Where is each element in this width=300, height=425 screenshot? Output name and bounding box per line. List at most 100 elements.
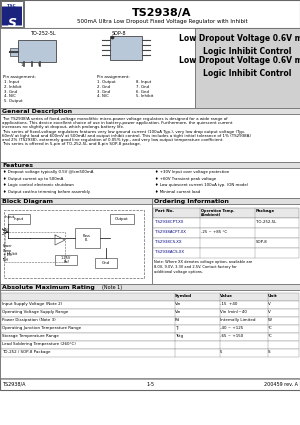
Text: Input: Input [5,215,15,219]
Text: applications. This device excellent choice of use in battery-power application. : applications. This device excellent choi… [2,121,232,125]
Bar [152,198,300,204]
Text: TO-252-5L: TO-252-5L [30,31,56,36]
Text: 7. Gnd: 7. Gnd [136,85,149,89]
Text: 60mV at light load and 600mV at 500mA) and output inhibit control. This includes: 60mV at light load and 600mV at 500mA) a… [2,134,251,138]
Text: 4. N/C: 4. N/C [97,94,109,99]
Bar [0,162,300,168]
Text: This series of fixed-voltage regulators features very low ground current (100uA : This series of fixed-voltage regulators … [2,130,245,133]
Text: ♦ Output cost/no trimming before assembly: ♦ Output cost/no trimming before assembl… [3,190,90,193]
Text: increases no slightly at dropout, which prolongs battery life.: increases no slightly at dropout, which … [2,125,124,129]
Bar [1,333,299,341]
Text: Input Supply Voltage (Note 2): Input Supply Voltage (Note 2) [2,302,62,306]
Text: 1. Input: 1. Input [4,80,19,84]
Text: TO-252 / SOP-8 Package: TO-252 / SOP-8 Package [2,350,50,354]
Text: Lead Soldering Temperature (260°C): Lead Soldering Temperature (260°C) [2,342,76,346]
Text: 500mA Ultra Low Dropout Fixed Voltage Regulator with Inhibit: 500mA Ultra Low Dropout Fixed Voltage Re… [77,19,247,24]
Bar [1,301,299,309]
Text: Operating Junction Temperature Range: Operating Junction Temperature Range [2,326,81,330]
Text: 5: 5 [38,63,40,67]
Text: W: W [268,318,272,322]
Text: Vin: Vin [175,310,181,314]
Text: S: S [268,350,271,354]
Text: °C: °C [268,326,273,330]
Text: Block Diagram: Block Diagram [2,199,53,204]
Bar [0,108,300,114]
Text: Output: Output [115,217,129,221]
Bar [110,36,142,60]
Bar [75,228,100,248]
Text: ♦ Low quiescent current 100uA typ. (ON mode): ♦ Low quiescent current 100uA typ. (ON m… [155,183,248,187]
Text: 8. Input: 8. Input [136,80,151,84]
Text: Internally Limited: Internally Limited [220,318,256,322]
Text: SOP-8: SOP-8 [256,240,268,244]
Text: 1-5: 1-5 [146,382,154,387]
Text: Power Dissipation (Note 3): Power Dissipation (Note 3) [2,318,56,322]
Text: Tj: Tj [175,326,178,330]
Text: 5: 5 [220,350,223,354]
Text: -15  +40: -15 +40 [220,302,237,306]
Text: °C: °C [268,334,273,338]
Text: Pd: Pd [175,318,180,322]
Bar [1,341,299,349]
Text: ♦ +30V Input over voltage protection: ♦ +30V Input over voltage protection [155,170,229,174]
Text: 3. Gnd: 3. Gnd [4,90,17,94]
Text: 1. Output: 1. Output [97,80,116,84]
Text: TS2938CS-XX: TS2938CS-XX [155,240,182,244]
Text: TS2938/A: TS2938/A [2,382,26,387]
Text: and 2% (TS2938), extremely good line regulation of 0.05% typ., and very low outp: and 2% (TS2938), extremely good line reg… [2,138,224,142]
Text: TSC: TSC [7,4,15,8]
Text: Package: Package [256,209,275,213]
Bar [5,232,65,262]
Bar [153,238,299,248]
Text: Inhibit: Inhibit [7,252,18,256]
Bar [110,214,134,224]
Text: Note: Where XX denotes voltage option, available are
8.0V, 9.0V, 3.3V and 2.5V. : Note: Where XX denotes voltage option, a… [154,260,252,274]
Bar [18,40,56,62]
Bar [153,218,299,228]
Bar [0,28,195,108]
Text: Vin: Vin [175,302,181,306]
Bar [1,309,299,317]
Text: Input: Input [14,217,24,221]
Text: This series is offered in 5-pin of TO-252-5L and 8-pin SOP-8 package.: This series is offered in 5-pin of TO-25… [2,142,141,146]
Text: Pass
El.: Pass El. [83,234,91,242]
Bar [1,1,23,27]
Bar [4,210,144,278]
Text: INH: INH [3,258,9,262]
Text: Storage Temperature Range: Storage Temperature Range [2,334,59,338]
Bar [0,198,152,204]
Text: ♦ Dropout voltage typically 0.5V @Icm500mA: ♦ Dropout voltage typically 0.5V @Icm500… [3,170,93,174]
Text: Operation Temp.: Operation Temp. [201,209,235,213]
Bar [195,28,300,108]
Bar [153,208,299,218]
Text: 1.25V
Ref: 1.25V Ref [61,256,71,264]
Text: TS2938CPT-XX: TS2938CPT-XX [155,220,183,224]
Text: Symbol: Symbol [175,294,192,298]
Text: TO-252-5L: TO-252-5L [256,220,276,224]
Text: VIN: VIN [2,228,9,232]
Text: SOP-8: SOP-8 [112,31,127,36]
Bar [1,325,299,333]
Bar [1,317,299,325]
Text: 2. Inhibit: 2. Inhibit [4,85,21,89]
Text: 2. Gnd: 2. Gnd [97,85,110,89]
Bar [95,258,117,268]
Text: 5. Output: 5. Output [4,99,22,103]
Text: (Ambient): (Ambient) [201,213,221,217]
Text: Gnd: Gnd [102,261,110,265]
Text: Absolute Maximum Rating: Absolute Maximum Rating [2,285,95,290]
Text: Pin assignment:: Pin assignment: [3,75,36,79]
Text: -25 ~ +85 °C: -25 ~ +85 °C [201,230,227,234]
FancyBboxPatch shape [2,6,22,26]
Text: 5. Inhibit: 5. Inhibit [136,94,153,99]
Text: Low Dropout Voltage 0.6V max.
Logic Inhibit Control: Low Dropout Voltage 0.6V max. Logic Inhi… [179,56,300,78]
Text: (Note 1): (Note 1) [102,285,122,290]
Text: Power
Comp: Power Comp [3,244,13,252]
Bar [55,255,77,265]
Text: ♦ Output current up to 500mA: ♦ Output current up to 500mA [3,176,63,181]
Bar [153,248,299,258]
Text: V: V [268,310,271,314]
Text: Part No.: Part No. [155,209,174,213]
Bar [0,0,300,28]
Bar [0,168,300,198]
